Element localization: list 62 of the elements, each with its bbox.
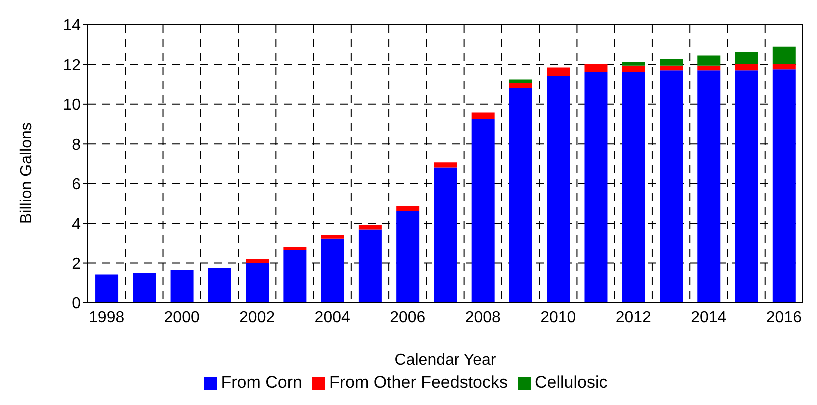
bar xyxy=(246,263,270,303)
bar xyxy=(584,72,608,303)
bar xyxy=(472,112,495,120)
bar xyxy=(660,59,683,66)
x-tick-label: 2008 xyxy=(465,309,502,326)
bar xyxy=(772,70,796,303)
bar xyxy=(622,66,646,72)
legend-label: From Corn xyxy=(221,373,302,392)
bar xyxy=(660,70,683,303)
bar xyxy=(772,46,796,64)
bar xyxy=(434,162,458,168)
bar xyxy=(396,206,420,212)
x-tick-label: 2004 xyxy=(314,309,351,326)
bar xyxy=(96,274,119,303)
bar xyxy=(509,83,532,88)
x-tick-label: 2006 xyxy=(390,309,426,326)
bar xyxy=(698,70,721,303)
y-axis-title: Billion Gallons xyxy=(18,122,36,224)
x-tick-label: 2016 xyxy=(766,309,802,326)
bar xyxy=(284,250,307,303)
y-tick-label: 14 xyxy=(63,18,82,35)
x-tick-label: 2000 xyxy=(164,309,200,326)
x-tick-label: 2014 xyxy=(691,309,727,326)
x-tick-label: 1998 xyxy=(89,309,125,326)
y-tick-label: 6 xyxy=(72,176,82,194)
bar xyxy=(547,68,570,76)
bar xyxy=(735,64,758,71)
bar xyxy=(358,224,382,230)
bar xyxy=(698,66,721,71)
bar xyxy=(396,211,420,303)
legend-label: From Other Feedstocks xyxy=(329,373,508,392)
bar xyxy=(358,230,382,303)
bar xyxy=(622,62,646,66)
x-axis-title: Calendar Year xyxy=(394,352,497,369)
bar xyxy=(133,273,156,303)
y-tick-label: 2 xyxy=(72,256,82,273)
bar xyxy=(547,76,570,303)
bar xyxy=(246,259,270,264)
bar xyxy=(698,56,721,66)
x-tick-label: 2010 xyxy=(540,309,576,326)
y-tick-label: 8 xyxy=(72,136,82,154)
bar xyxy=(584,64,608,72)
y-tick-label: 4 xyxy=(72,216,82,234)
bar xyxy=(622,72,646,303)
bar xyxy=(772,64,796,70)
y-tick-label: 10 xyxy=(63,97,82,114)
bar xyxy=(434,168,458,303)
bar xyxy=(509,88,532,303)
y-tick-label: 0 xyxy=(72,296,82,313)
bar xyxy=(321,238,344,303)
x-tick-label: 2002 xyxy=(240,309,276,326)
bar xyxy=(208,268,232,303)
bar xyxy=(321,235,344,239)
bar xyxy=(735,70,758,303)
y-tick-label: 12 xyxy=(63,57,82,74)
x-tick-label: 2012 xyxy=(616,309,652,326)
bar xyxy=(284,247,307,250)
bar xyxy=(170,270,194,303)
bar xyxy=(735,52,758,64)
bar xyxy=(660,66,683,71)
bar xyxy=(472,119,495,303)
legend-label: Cellulosic xyxy=(535,373,608,392)
